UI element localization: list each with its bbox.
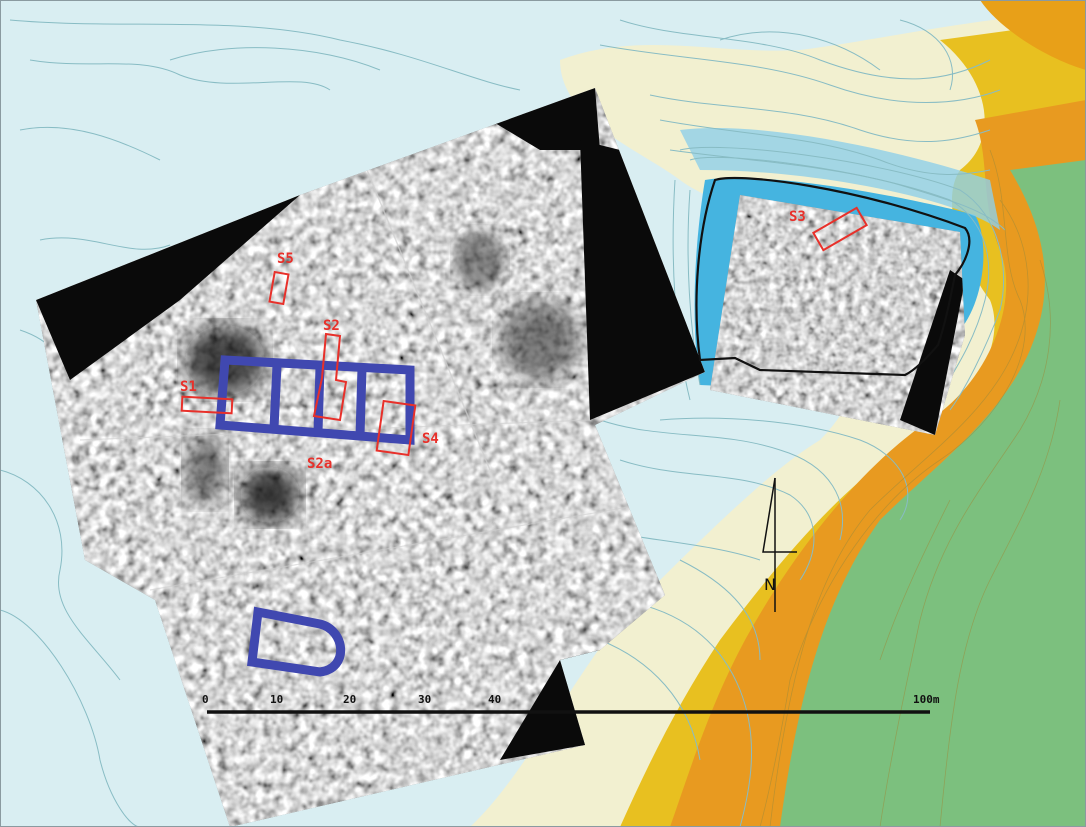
no-data-area [36,195,300,380]
label-s2a: S2a [307,456,332,472]
label-s2: S2 [323,318,340,334]
no-data-area [580,140,705,420]
label-s5: S5 [277,251,294,267]
north-arrow-icon [762,477,797,553]
contour-lines-hill [759,149,1061,827]
trench-s5 [268,270,290,306]
scale-tick-0: 0 [202,693,209,706]
scale-tick-40: 40 [488,693,501,706]
apse-wall [247,606,346,677]
scale-tick-30: 30 [418,693,431,706]
scale-tick-10: 10 [270,693,283,706]
trench-labels: S1 S2 S2a S3 S4 S5 [180,209,806,472]
trench-s1 [180,395,234,415]
scale-end-label: 100m [913,693,940,706]
trench-outlines [180,206,869,457]
hill-green-band [780,160,1086,827]
north-label: N [764,575,776,594]
trench-s3 [811,206,869,252]
trench-s2 [312,332,348,422]
label-s1: S1 [180,379,197,395]
north-arrow: N [762,477,797,612]
no-data-area [490,88,600,150]
hill-top-orange [980,0,1086,70]
enclosure-outline [695,176,971,377]
scale-tick-20: 20 [343,693,356,706]
moat-lightwater [680,128,1000,230]
scale-bar: 0 10 20 30 40 100m [202,693,940,714]
label-s4: S4 [422,431,439,447]
label-s3: S3 [789,209,806,225]
trench-s4 [375,399,417,457]
